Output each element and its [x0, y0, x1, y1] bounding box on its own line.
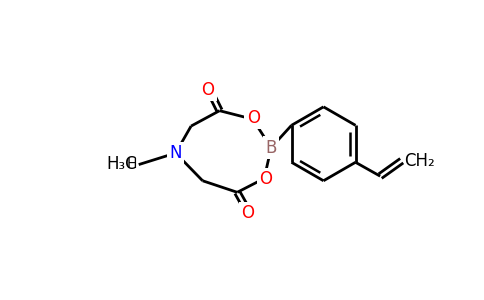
Text: H₃C: H₃C: [106, 155, 137, 173]
Text: B: B: [265, 139, 277, 157]
Text: N: N: [169, 144, 182, 162]
Text: O: O: [259, 170, 272, 188]
Text: O: O: [247, 109, 260, 127]
Text: H: H: [127, 157, 137, 171]
Text: CH₂: CH₂: [404, 152, 435, 170]
Text: O: O: [242, 204, 255, 222]
Text: O: O: [201, 81, 214, 99]
